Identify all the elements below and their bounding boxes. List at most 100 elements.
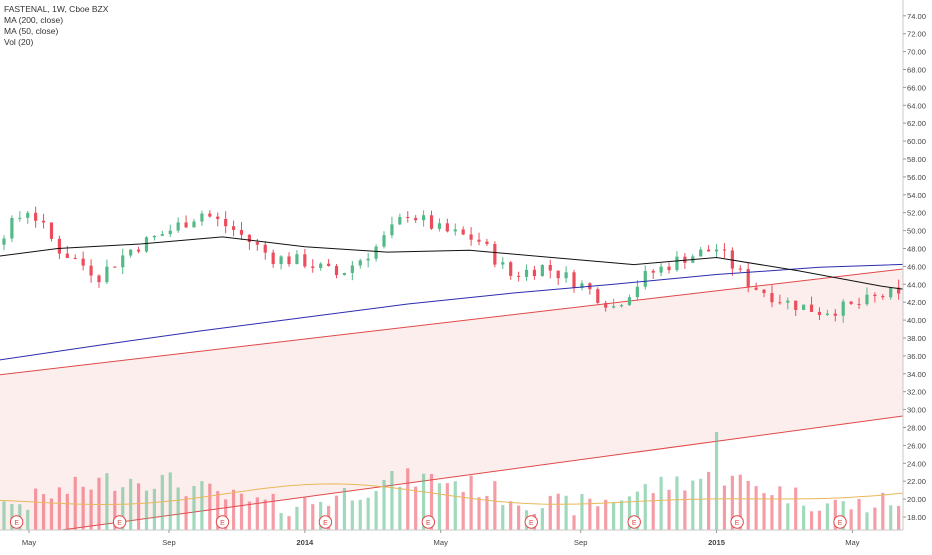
volume-bar [929,499,932,530]
candle-body [49,222,54,239]
volume-bar [643,484,647,530]
earnings-label: E [632,520,637,527]
volume-bar [825,503,829,530]
price-tick-label: 34.00 [907,370,926,379]
legend-ma50[interactable]: MA (50, close) [4,26,59,36]
candle-body [160,234,164,236]
volume-bar [73,476,77,530]
legend-volume[interactable]: Vol (20) [4,37,34,47]
volume-bar [144,490,149,530]
channel-upper-line [0,268,903,376]
candle-body [334,265,339,276]
candle-body [517,275,521,277]
volume-bar [208,483,212,530]
volume-bar [857,498,861,530]
ma200-line [0,263,903,361]
volume-bar [572,515,576,530]
candle-body [184,222,188,228]
candle-body [461,229,465,235]
legend-ma200[interactable]: MA (200, close) [4,15,64,25]
volume-bar [406,468,410,530]
candle-body [738,268,742,270]
candle-body [707,249,711,252]
candle-body [667,266,671,271]
volume-bar [374,490,378,530]
channel-fill [0,269,903,530]
volume-bar [113,490,117,530]
candle-body [604,302,608,308]
candle-body [10,217,14,239]
volume-bar [778,486,782,530]
price-tick-label: 70.00 [907,48,926,57]
candle-body [770,293,774,303]
candle-body [295,254,299,265]
volume-bar [437,483,442,530]
volume-bar [509,501,513,530]
price-tick-label: 56.00 [907,173,926,182]
candle-body [152,235,157,238]
volume-bar [517,505,521,530]
candle-body [247,234,252,243]
volume-bar [604,499,608,530]
volume-bar [580,494,584,530]
volume-bar [255,497,259,530]
volume-bar [453,481,457,530]
candle-body [406,216,410,218]
volume-bar [501,504,505,530]
candle-body [358,260,362,266]
volume-bar [421,473,426,530]
candle-body [746,269,750,288]
volume-bar [881,492,885,530]
candle-body [200,213,204,222]
candle-body [374,246,378,259]
volume-bar [414,486,418,530]
volume-bar [683,490,687,530]
candle-body [57,238,62,254]
volume-bar [651,493,655,530]
volume-bar [707,471,711,530]
volume-bar [231,489,236,530]
volume-bar [152,488,157,530]
time-tick-label: 2015 [708,538,726,547]
volume-bar [136,483,141,530]
volume-bar [342,487,347,530]
legend-symbol[interactable]: FASTENAL, 1W, Cboe BZX [4,4,109,14]
volume-bar [41,494,46,530]
volume-bar [184,496,188,530]
volume-bar [738,474,742,530]
volume-bar [366,497,370,530]
volume-bar [247,501,252,530]
candle-body [113,266,117,268]
candle-body [390,224,394,236]
volume-bar [461,491,465,530]
price-tick-label: 50.00 [907,227,926,236]
candle-body [469,234,473,240]
volume-bar [390,470,394,530]
candle-body [778,302,782,304]
volume-bar [319,501,323,530]
volume-bar [849,509,853,530]
volume-bar [619,500,624,530]
volume-bar [596,506,600,530]
volume-bar [809,511,814,530]
volume-bar [295,506,299,530]
volume-bar [493,481,497,530]
volume-bar [722,485,727,530]
price-tick-label: 42.00 [907,298,926,307]
candle-body [477,239,481,242]
volume-bar [334,495,339,530]
time-tick-label: May [22,538,37,547]
volume-bar [469,475,473,530]
candle-body [18,217,22,219]
volume-bar [889,505,893,530]
volume-bar [833,499,837,530]
candle-body [699,249,703,257]
candle-body [192,221,196,228]
candle-body [414,217,418,221]
volume-bar [429,473,434,530]
volume-bar [485,495,489,530]
earnings-label: E [14,520,19,527]
candle-body [136,249,141,252]
earnings-icon [318,515,333,529]
candle-body [786,300,790,303]
